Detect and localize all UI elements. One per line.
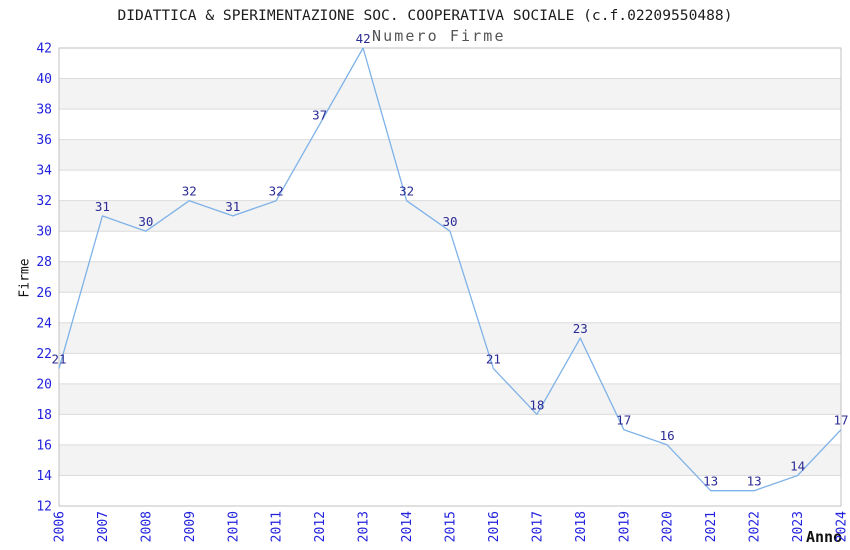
x-tick-label: 2017 bbox=[530, 511, 545, 542]
chart-title: DIDATTICA & SPERIMENTAZIONE SOC. COOPERA… bbox=[117, 7, 733, 24]
point-label: 13 bbox=[703, 474, 718, 489]
plot-band bbox=[59, 322, 841, 354]
point-label: 32 bbox=[182, 184, 197, 199]
x-tick-label: 2006 bbox=[53, 511, 68, 542]
plot-band bbox=[59, 200, 841, 232]
y-tick-label: 24 bbox=[36, 316, 52, 331]
point-label: 42 bbox=[356, 31, 371, 46]
y-tick-label: 30 bbox=[36, 225, 52, 240]
chart-subtitle: Numero Firme bbox=[372, 27, 506, 45]
plot-band bbox=[59, 383, 841, 415]
point-label: 32 bbox=[269, 184, 284, 199]
point-label: 23 bbox=[573, 321, 588, 336]
point-label: 37 bbox=[312, 107, 327, 122]
y-tick-label: 18 bbox=[36, 408, 52, 423]
point-label: 16 bbox=[660, 428, 675, 443]
y-tick-label: 34 bbox=[36, 164, 52, 179]
plot-band bbox=[59, 261, 841, 293]
point-label: 21 bbox=[51, 352, 66, 367]
x-tick-label: 2009 bbox=[183, 511, 198, 542]
y-tick-label: 20 bbox=[36, 377, 52, 392]
x-tick-label: 2018 bbox=[574, 511, 589, 542]
point-label: 13 bbox=[747, 474, 762, 489]
y-tick-label: 42 bbox=[36, 42, 52, 57]
y-tick-label: 38 bbox=[36, 103, 52, 118]
y-tick-label: 14 bbox=[36, 469, 52, 484]
point-label: 31 bbox=[95, 199, 110, 214]
point-label: 17 bbox=[616, 413, 631, 428]
x-tick-label: 2023 bbox=[791, 511, 806, 542]
x-tick-label: 2019 bbox=[617, 511, 632, 542]
y-tick-label: 12 bbox=[36, 500, 52, 515]
point-label: 17 bbox=[833, 413, 848, 428]
point-label: 18 bbox=[529, 397, 544, 412]
x-tick-label: 2008 bbox=[139, 511, 154, 542]
x-tick-label: 2021 bbox=[704, 511, 719, 542]
x-tick-label: 2024 bbox=[835, 511, 850, 542]
x-axis-title: Anno bbox=[806, 528, 843, 546]
x-tick-label: 2014 bbox=[400, 511, 415, 542]
y-tick-label: 36 bbox=[36, 133, 52, 148]
x-tick-label: 2007 bbox=[96, 511, 111, 542]
series-line bbox=[58, 47, 842, 492]
point-label: 32 bbox=[399, 184, 414, 199]
x-tick-label: 2015 bbox=[444, 511, 459, 542]
x-tick-label: 2012 bbox=[313, 511, 328, 542]
point-label: 30 bbox=[138, 214, 153, 229]
y-tick-label: 16 bbox=[36, 438, 52, 453]
x-tick-label: 2011 bbox=[270, 511, 285, 542]
point-label: 31 bbox=[225, 199, 240, 214]
x-tick-label: 2016 bbox=[487, 511, 502, 542]
x-tick-label: 2010 bbox=[226, 511, 241, 542]
point-label: 21 bbox=[486, 352, 501, 367]
plot-band bbox=[59, 444, 841, 476]
x-tick-label: 2020 bbox=[661, 511, 676, 542]
point-label: 14 bbox=[790, 459, 805, 474]
y-tick-label: 40 bbox=[36, 72, 52, 87]
point-label: 30 bbox=[442, 214, 457, 229]
plot-border bbox=[58, 47, 842, 507]
plot-band bbox=[59, 78, 841, 110]
y-tick-label: 28 bbox=[36, 255, 52, 270]
x-tick-label: 2022 bbox=[748, 511, 763, 542]
x-tick-label: 2013 bbox=[357, 511, 372, 542]
y-tick-label: 22 bbox=[36, 347, 52, 362]
y-tick-label: 32 bbox=[36, 194, 52, 209]
y-tick-label: 26 bbox=[36, 286, 52, 301]
plot-band bbox=[59, 139, 841, 171]
